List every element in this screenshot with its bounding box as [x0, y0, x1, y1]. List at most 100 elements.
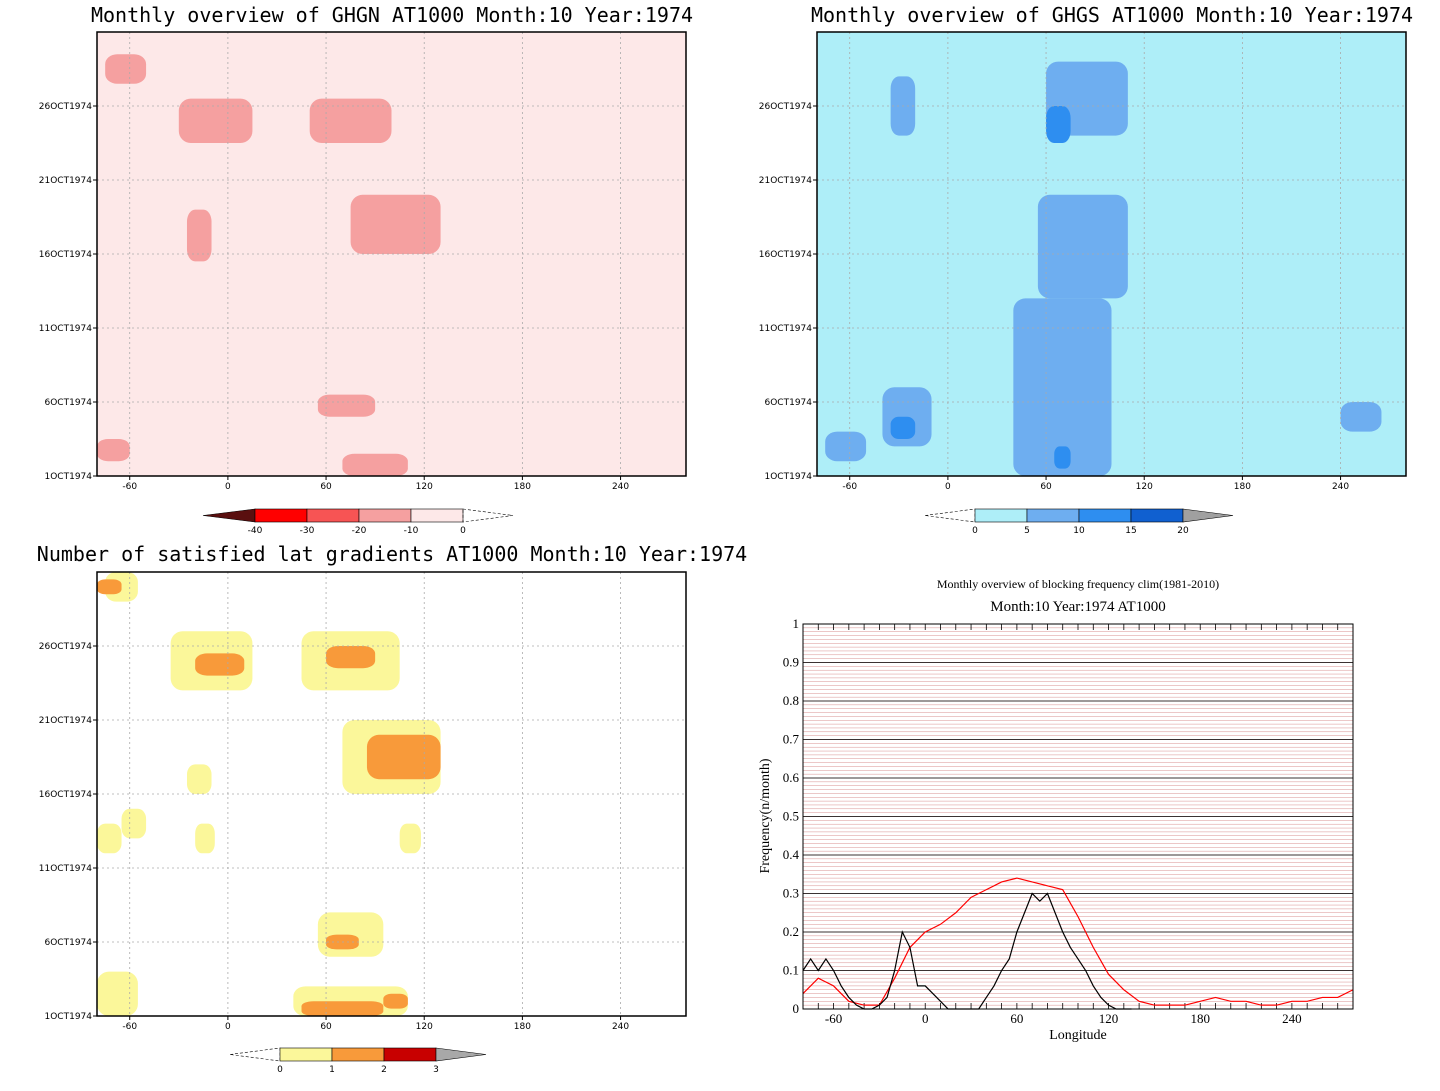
y-tick-label: 0.4	[783, 847, 800, 862]
panel-blocking-subtitle: Month:10 Year:1974 AT1000	[990, 599, 1165, 615]
y-tick-label: 6OCT1974	[765, 398, 813, 408]
y-tick-label: 11OCT1974	[39, 864, 92, 874]
colorbar-tick-label: 10	[1073, 526, 1085, 536]
y-tick-label: 11OCT1974	[759, 324, 812, 334]
shaded-region	[366, 734, 441, 780]
shaded-region	[97, 823, 122, 854]
shaded-region	[317, 394, 376, 417]
colorbar-tick-label: 3	[433, 1065, 439, 1075]
shaded-region	[383, 993, 408, 1009]
colorbar-under-triangle	[924, 508, 976, 523]
panel-blocking-title: Monthly overview of blocking frequency c…	[937, 577, 1219, 591]
x-tick-label: 120	[1099, 1011, 1119, 1026]
shaded-region	[97, 971, 138, 1016]
panel-ghgs-title: Monthly overview of GHGS AT1000 Month:10…	[811, 3, 1413, 27]
shaded-region	[326, 646, 376, 669]
shaded-region	[309, 98, 392, 143]
x-tick-label: 60	[1040, 482, 1052, 492]
x-tick-label: 180	[1234, 482, 1251, 492]
x-tick-label: 240	[1332, 482, 1349, 492]
x-tick-label: -60	[122, 482, 137, 492]
colorbar-tick-label: -40	[248, 526, 263, 536]
shaded-region	[825, 431, 867, 462]
shaded-region	[97, 579, 122, 595]
panel-ghgn: Monthly overview of GHGN AT1000 Month:10…	[39, 3, 693, 536]
x-tick-label: 0	[225, 482, 231, 492]
y-tick-label: 26OCT1974	[39, 102, 92, 112]
shaded-region	[97, 439, 130, 462]
colorbar: 0 5 10 15 20	[924, 508, 1234, 536]
y-tick-label: 0.6	[783, 770, 800, 785]
colorbar-tick-label: -20	[352, 526, 367, 536]
y-tick-label: 1	[793, 616, 800, 631]
colorbar-tick-label: -10	[404, 526, 419, 536]
shaded-region	[1037, 194, 1128, 299]
x-tick-label: -60	[842, 482, 857, 492]
shaded-region	[350, 194, 441, 254]
y-tick-label: 1OCT1974	[45, 1012, 93, 1022]
plot-frame	[802, 623, 1354, 1010]
colorbar-swatch	[331, 1047, 385, 1062]
shaded-region	[317, 912, 384, 957]
colorbar-tick-label: 2	[381, 1065, 387, 1075]
y-tick-label: 6OCT1974	[45, 938, 93, 948]
shaded-region	[399, 823, 421, 854]
x-tick-label: 120	[1136, 482, 1153, 492]
y-tick-label: 0.5	[783, 809, 799, 824]
y-tick-label: 26OCT1974	[759, 102, 812, 112]
panel-ghgn-plot: -60 0 60 120 180 240 1OCT1974 6OCT1974 11OCT1974…	[39, 31, 687, 536]
colorbar-swatch	[383, 1047, 437, 1062]
colorbar-tick-label: 0	[277, 1065, 283, 1075]
panel-blocking-frequency: Monthly overview of blocking frequency c…	[758, 577, 1354, 1043]
x-tick-label: -60	[825, 1011, 842, 1026]
y-tick-label: 16OCT1974	[759, 250, 812, 260]
y-tick-label: 0.3	[783, 886, 799, 901]
x-tick-label: 60	[320, 482, 332, 492]
colorbar-swatch	[1078, 508, 1132, 523]
panel-blocking-ylabel: Frequency(n/month)	[758, 758, 773, 873]
shaded-region	[890, 416, 916, 439]
y-tick-label: 0.1	[783, 963, 799, 978]
panel-ghgs: Monthly overview of GHGS AT1000 Month:10…	[759, 3, 1413, 536]
y-tick-label: 6OCT1974	[45, 398, 93, 408]
shaded-region	[195, 823, 215, 854]
x-tick-label: 180	[514, 482, 531, 492]
colorbar-over-triangle	[435, 1047, 487, 1062]
y-tick-label: 1OCT1974	[45, 472, 93, 482]
shaded-region	[1054, 446, 1071, 469]
shaded-region	[105, 54, 147, 84]
panel-blocking-plot: -60 0 60 120 180 240 0 0.1 0.2 0.3 0.4 0.5 0.6 0.7 0.8…	[783, 616, 1354, 1026]
y-tick-label: 16OCT1974	[39, 790, 92, 800]
colorbar: 0 1 2 3	[229, 1047, 487, 1075]
colorbar-swatch	[306, 508, 360, 523]
y-tick-label: 0.7	[783, 732, 800, 747]
colorbar-swatch	[974, 508, 1028, 523]
shaded-region	[1013, 298, 1112, 476]
shaded-region	[1340, 402, 1382, 432]
shaded-region	[195, 653, 245, 676]
y-tick-label: 26OCT1974	[39, 642, 92, 652]
y-tick-label: 16OCT1974	[39, 250, 92, 260]
x-tick-label: 0	[225, 1022, 231, 1032]
colorbar-tick-label: 5	[1024, 526, 1030, 536]
shaded-region	[1046, 106, 1071, 143]
x-tick-label: 120	[416, 482, 433, 492]
colorbar-swatch	[254, 508, 308, 523]
y-tick-label: 0.9	[783, 655, 799, 670]
y-tick-label: 0.2	[783, 924, 799, 939]
panel-lat-gradients: Number of satisfied lat gradients AT1000…	[37, 542, 747, 1075]
colorbar-tick-label: 15	[1125, 526, 1136, 536]
colorbar-under-triangle	[202, 508, 256, 523]
shaded-region	[342, 453, 408, 476]
panel-lat-gradients-title: Number of satisfied lat gradients AT1000…	[37, 542, 747, 566]
y-tick-label: 0	[793, 1001, 800, 1016]
panel-blocking-xlabel: Longitude	[1049, 1028, 1107, 1043]
colorbar-tick-label: 0	[972, 526, 978, 536]
y-tick-label: 21OCT1974	[759, 176, 812, 186]
colorbar-swatch	[1130, 508, 1184, 523]
colorbar-over-triangle	[1182, 508, 1234, 523]
y-tick-label: 21OCT1974	[39, 176, 92, 186]
x-tick-label: 60	[320, 1022, 332, 1032]
panel-ghgs-plot: -60 0 60 120 180 240 1OCT1974 6OCT1974 11OCT1974…	[759, 31, 1407, 536]
